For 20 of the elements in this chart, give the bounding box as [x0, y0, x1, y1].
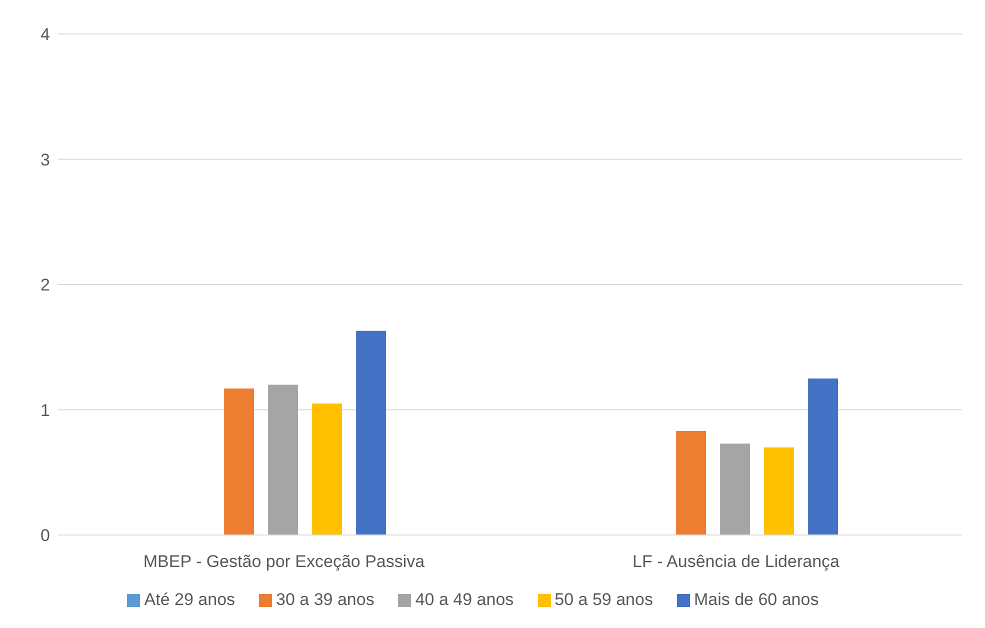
y-tick-label: 2 [40, 276, 50, 295]
bar [268, 384, 298, 535]
x-tick-label: MBEP - Gestão por Exceção Passiva [143, 552, 426, 572]
bar [676, 431, 706, 535]
legend-label: 40 a 49 anos [415, 590, 514, 609]
y-tick-label: 0 [40, 526, 50, 546]
bar [764, 447, 794, 535]
legend-label: 30 a 39 anos [276, 590, 374, 609]
y-tick-label: 3 [40, 150, 50, 170]
x-tick-label: LF - Ausência de Liderança [632, 552, 840, 572]
y-tick-label: 1 [40, 400, 50, 420]
bar [808, 378, 838, 535]
legend-label: Mais de 60 anos [694, 590, 819, 609]
bar [224, 388, 254, 535]
bar [312, 403, 342, 535]
legend-label: 50 a 59 anos [554, 590, 653, 609]
y-tick-label: 4 [40, 25, 50, 44]
legend-label: Até 29 anos [144, 590, 236, 609]
bar [720, 444, 750, 535]
bar [356, 330, 386, 535]
